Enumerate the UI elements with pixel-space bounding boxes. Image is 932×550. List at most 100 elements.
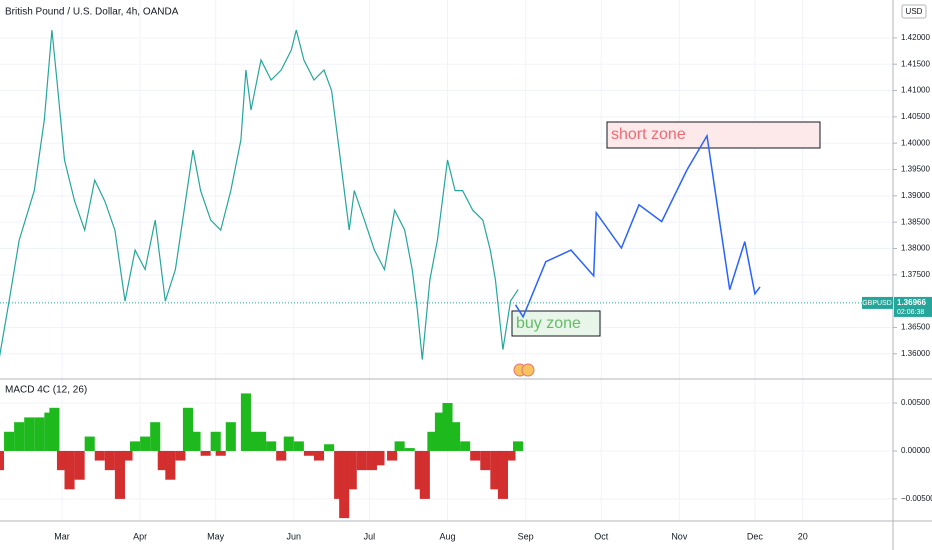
macd-bar xyxy=(0,450,5,471)
projection-line xyxy=(514,133,761,319)
macd-bar xyxy=(442,403,453,451)
macd-bar xyxy=(266,441,277,451)
macd-bar xyxy=(122,450,133,461)
symbol-label: GBPUSD xyxy=(862,300,892,307)
macd-bar xyxy=(94,450,105,461)
macd-bar xyxy=(513,441,524,451)
macd-bar xyxy=(74,450,85,480)
macd-bar xyxy=(427,431,438,451)
y-tick-label: 1.38000 xyxy=(901,244,930,253)
x-tick-label: Mar xyxy=(54,531,70,541)
y-tick-label: −0.00500 xyxy=(901,494,932,503)
x-tick-label: Dec xyxy=(747,531,764,541)
macd-bar xyxy=(64,450,75,490)
macd-bar xyxy=(505,450,516,461)
grid-layer xyxy=(0,0,893,520)
macd-bar xyxy=(293,441,304,451)
y-tick-label: 1.36500 xyxy=(901,323,930,332)
x-tick-label: Jul xyxy=(364,531,376,541)
macd-bar xyxy=(480,450,491,471)
macd-bar xyxy=(283,436,294,451)
macd-bar xyxy=(490,450,501,490)
y-tick-label: 1.36000 xyxy=(901,349,930,358)
buy-zone-box xyxy=(511,310,601,337)
macd-bar xyxy=(130,441,141,451)
macd-bar xyxy=(404,448,415,451)
macd-bar xyxy=(44,412,55,451)
macd-bar xyxy=(240,393,251,451)
countdown: 02:06:38 xyxy=(897,309,924,316)
x-tick-label: Jun xyxy=(287,531,302,541)
macd-bar xyxy=(460,441,471,451)
macd-bar xyxy=(324,444,335,451)
macd-bar xyxy=(190,431,201,451)
macd-bar xyxy=(394,441,405,451)
macd-bar xyxy=(215,450,226,456)
x-tick-label: 20 xyxy=(798,531,808,541)
macd-title: MACD 4C (12, 26) xyxy=(5,385,87,396)
y-tick-label: 1.40000 xyxy=(901,138,930,147)
macd-bar xyxy=(346,450,357,490)
macd-bar xyxy=(210,431,221,451)
macd-bar xyxy=(450,422,461,451)
y-tick-label: 1.40500 xyxy=(901,112,930,121)
macd-bar xyxy=(245,431,257,451)
macd-bar xyxy=(434,412,445,451)
macd-bar xyxy=(157,450,168,471)
macd-bar xyxy=(56,450,68,471)
y-tick-label: 1.41000 xyxy=(901,86,930,95)
macd-bar xyxy=(182,407,194,451)
macd-bar xyxy=(387,450,398,461)
chart-title: British Pound / U.S. Dollar, 4h, OANDA xyxy=(5,7,179,18)
macd-bar xyxy=(419,450,430,499)
macd-bar xyxy=(49,407,60,451)
macd-bar xyxy=(150,422,161,451)
event-icon[interactable] xyxy=(521,363,535,377)
x-tick-label: Nov xyxy=(671,531,688,541)
macd-bar xyxy=(165,450,176,480)
macd-bar xyxy=(140,436,151,451)
macd-bar xyxy=(339,450,350,519)
x-tick-label: Apr xyxy=(133,531,147,541)
y-tick-label: 0.00000 xyxy=(901,446,930,455)
last-price-label: 1.36966 xyxy=(897,298,926,307)
y-tick-label: 1.37500 xyxy=(901,270,930,279)
y-tick-label: 1.39500 xyxy=(901,165,930,174)
price-tag xyxy=(894,296,932,317)
macd-bar xyxy=(114,450,125,499)
price-line xyxy=(0,29,519,360)
buy-zone-label: buy zone xyxy=(516,315,581,332)
currency: USD xyxy=(906,7,923,16)
x-tick-label: Sep xyxy=(518,531,534,541)
short-zone-box xyxy=(606,121,821,149)
macd-bar xyxy=(276,450,287,461)
macd-bar xyxy=(104,450,115,471)
y-tick-label: 0.00500 xyxy=(901,398,930,407)
macd-bar xyxy=(374,450,385,466)
macd-bar xyxy=(225,422,236,451)
short-zone-label: short zone xyxy=(611,126,686,143)
y-tick-label: 1.39000 xyxy=(901,191,930,200)
symbol-tag xyxy=(862,296,893,309)
macd-bar xyxy=(356,450,367,471)
macd-bar xyxy=(4,431,15,451)
macd-bar xyxy=(34,417,45,451)
macd-bar xyxy=(14,422,25,451)
macd-bar xyxy=(200,450,211,456)
x-tick-label: Aug xyxy=(440,531,456,541)
x-tick-label: Oct xyxy=(594,531,609,541)
y-tick-label: 1.42000 xyxy=(901,33,930,42)
macd-bar xyxy=(24,417,35,451)
x-tick-label: May xyxy=(207,531,225,541)
macd-bar xyxy=(303,450,314,456)
macd-bar xyxy=(470,450,481,461)
macd-bar xyxy=(313,450,325,461)
macd-bar xyxy=(256,431,267,451)
y-tick-label: 1.41500 xyxy=(901,59,930,68)
macd-bar xyxy=(497,450,508,499)
currency-box[interactable] xyxy=(901,4,927,19)
y-tick-label: 1.38500 xyxy=(901,217,930,226)
macd-bar xyxy=(84,436,95,451)
macd-bar xyxy=(366,450,377,471)
